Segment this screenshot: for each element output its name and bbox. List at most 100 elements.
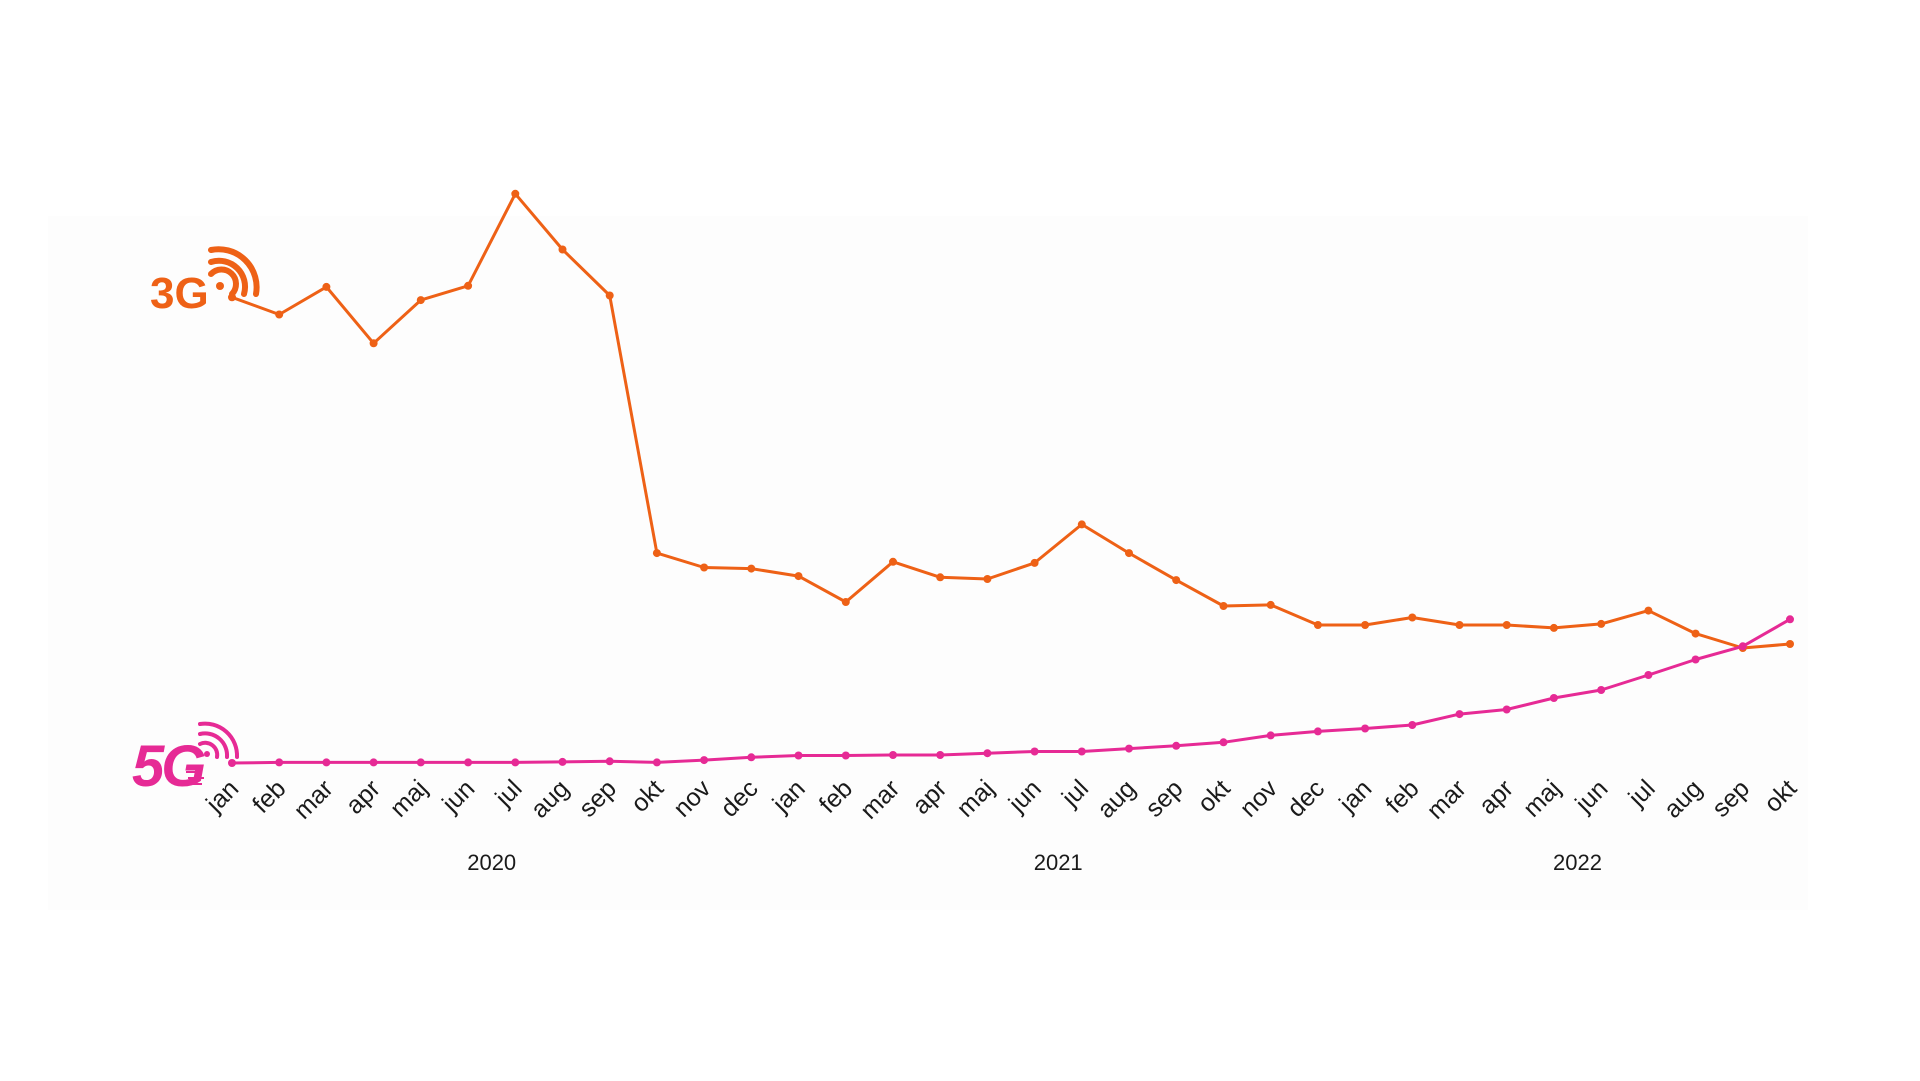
data-point-3g xyxy=(1266,600,1275,609)
x-tick-label: feb xyxy=(247,774,291,818)
x-tick-label: apr xyxy=(907,774,952,819)
signal-waves-icon xyxy=(198,721,240,759)
series-line-3g xyxy=(231,192,1791,650)
data-point-3g xyxy=(1786,640,1794,648)
data-point-3g xyxy=(1313,621,1322,629)
data-point-5g xyxy=(1691,655,1700,664)
data-point-3g xyxy=(1077,520,1086,529)
data-point-3g xyxy=(1502,621,1511,629)
x-tick-label: okt xyxy=(1759,774,1802,817)
data-point-5g xyxy=(1219,738,1228,747)
signal-waves-icon xyxy=(208,246,260,297)
data-point-3g xyxy=(1172,576,1181,585)
x-tick-label: okt xyxy=(626,774,669,817)
data-point-3g xyxy=(369,339,378,348)
data-point-3g xyxy=(558,245,567,254)
x-axis-years: 2020 2021 2022 xyxy=(467,850,1602,875)
year-label: 2022 xyxy=(1553,850,1602,875)
x-tick-label: jan xyxy=(1333,774,1377,818)
x-tick-label: jul xyxy=(1056,774,1094,812)
year-label: 2021 xyxy=(1034,850,1083,875)
data-point-3g xyxy=(652,549,661,558)
data-point-3g xyxy=(936,573,945,582)
data-point-3g xyxy=(1030,558,1039,567)
x-tick-label: jul xyxy=(489,774,527,812)
data-point-5g xyxy=(1077,747,1086,756)
data-point-3g xyxy=(747,564,756,573)
x-tick-label: dec xyxy=(715,774,763,822)
data-point-5g xyxy=(1361,724,1370,733)
data-point-3g xyxy=(1644,606,1653,615)
legend-3g-label: 3G xyxy=(150,269,209,318)
x-tick-label: jun xyxy=(1569,774,1613,818)
data-point-5g xyxy=(1738,642,1747,651)
x-tick-label: jun xyxy=(1003,774,1047,818)
data-point-3g xyxy=(1455,621,1464,629)
data-point-5g xyxy=(652,758,661,767)
data-point-3g xyxy=(1549,623,1558,632)
x-tick-label: dec xyxy=(1282,774,1330,822)
chart-panel xyxy=(48,216,1808,910)
data-point-3g xyxy=(511,189,520,198)
data-point-5g xyxy=(1455,710,1464,719)
legend-5g: 5G xyxy=(132,721,240,799)
data-point-3g xyxy=(605,291,614,300)
data-point-3g xyxy=(322,282,331,291)
series-line-5g xyxy=(231,617,1791,765)
x-tick-label: feb xyxy=(814,774,858,818)
data-point-3g xyxy=(1597,619,1606,628)
data-point-5g xyxy=(747,753,756,762)
data-point-5g xyxy=(464,758,473,767)
data-point-5g xyxy=(841,751,850,760)
x-tick-label: apr xyxy=(1474,774,1519,819)
data-point-3g xyxy=(700,563,709,572)
x-tick-label: sep xyxy=(1140,774,1188,822)
x-tick-label: jan xyxy=(200,774,244,818)
data-point-5g xyxy=(558,757,567,766)
data-point-5g xyxy=(1597,686,1606,694)
data-point-5g xyxy=(228,759,236,767)
data-point-5g xyxy=(1125,744,1133,753)
data-point-5g xyxy=(936,751,945,759)
data-point-3g xyxy=(794,572,803,581)
data-point-5g xyxy=(794,751,803,760)
x-tick-label: okt xyxy=(1192,774,1235,817)
x-tick-label: aug xyxy=(1659,774,1708,823)
x-tick-label: nov xyxy=(1235,774,1284,823)
x-tick-label: maj xyxy=(1518,774,1566,822)
data-point-3g xyxy=(1219,602,1228,610)
x-tick-label: mar xyxy=(855,774,905,824)
data-point-5g xyxy=(1313,727,1322,736)
series-layer xyxy=(228,189,1794,767)
legend-3g: 3G xyxy=(150,246,260,318)
data-point-5g xyxy=(1408,721,1417,729)
data-point-5g xyxy=(275,758,284,767)
data-point-5g xyxy=(889,751,897,759)
data-point-5g xyxy=(511,758,520,767)
x-tick-label: maj xyxy=(385,774,433,822)
x-tick-label: aug xyxy=(525,774,574,823)
series-3g xyxy=(228,189,1794,652)
data-point-3g xyxy=(1361,621,1370,629)
x-tick-label: jul xyxy=(1622,774,1660,812)
x-tick-label: feb xyxy=(1380,774,1424,818)
data-point-5g xyxy=(1172,741,1181,750)
data-point-3g xyxy=(889,557,897,566)
data-point-5g xyxy=(983,749,992,758)
x-tick-label: apr xyxy=(340,774,385,819)
x-tick-label: mar xyxy=(288,774,338,824)
series-5g xyxy=(228,615,1794,767)
data-point-5g xyxy=(416,758,425,767)
data-point-5g xyxy=(369,758,378,767)
data-point-3g xyxy=(464,281,473,290)
data-point-5g xyxy=(1549,694,1558,702)
x-tick-label: aug xyxy=(1092,774,1141,823)
x-tick-label: mar xyxy=(1421,774,1471,824)
legend-5g-label: 5G xyxy=(132,734,205,799)
data-point-3g xyxy=(416,296,425,305)
data-point-5g xyxy=(1030,747,1039,756)
data-point-5g xyxy=(1502,705,1511,714)
